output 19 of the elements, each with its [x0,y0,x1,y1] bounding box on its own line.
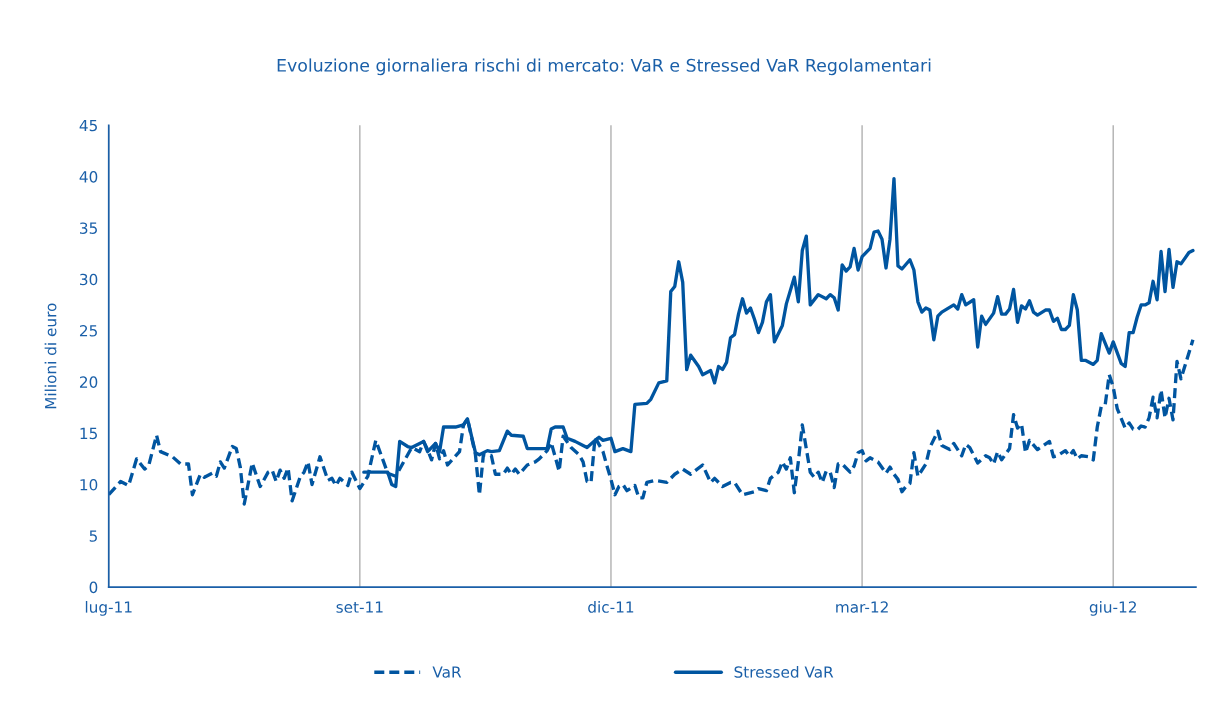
x-tick-label: mar-12 [836,601,888,613]
y-tick-label: 35 [80,222,97,234]
y-tick-label: 25 [79,325,97,337]
chart-title: Evoluzione giornaliera rischi di mercato: VaR e Stressed VaR Regolamentari [277,58,931,76]
y-tick-label: 15 [80,427,97,440]
legend-label: Stressed VaR [734,665,834,678]
y-axis-title: Milioni di euro [44,303,57,409]
x-tick-label: giu-12 [1089,601,1136,616]
y-tick-label: 10 [80,478,98,491]
y-tick-label: 0 [89,581,98,594]
x-tick-label: lug-11 [85,601,132,616]
y-tick-label: 45 [79,119,97,132]
x-tick-label: dic-11 [588,601,634,613]
y-tick-label: 20 [79,376,98,388]
y-tick-label: 30 [80,273,98,286]
y-tick-label: 40 [79,171,98,183]
legend-label: VaR [432,666,462,678]
x-tick-label: set-11 [336,601,383,613]
y-tick-label: 5 [89,530,97,542]
